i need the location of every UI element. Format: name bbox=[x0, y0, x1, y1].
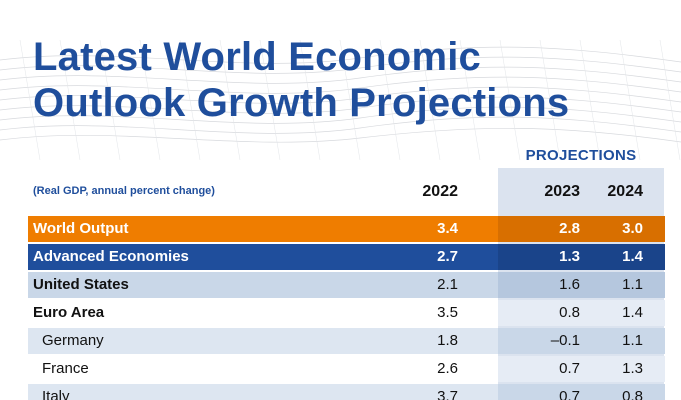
cell-2022: 3.5 bbox=[437, 304, 458, 321]
table-row-euro-area: Euro Area 3.5 0.8 1.4 bbox=[28, 300, 665, 326]
row-label: Germany bbox=[42, 332, 104, 349]
page-title: Latest World Economic Outlook Growth Pro… bbox=[33, 34, 569, 126]
cell-2022: 2.6 bbox=[437, 360, 458, 377]
title-line-2: Outlook Growth Projections bbox=[33, 81, 570, 125]
cell-2022: 2.1 bbox=[437, 276, 458, 293]
cell-2023: 2.8 bbox=[559, 220, 580, 237]
cell-2024: 3.0 bbox=[622, 220, 643, 237]
projection-shade bbox=[498, 300, 665, 326]
row-label: Italy bbox=[42, 388, 70, 400]
table-row-advanced-economies: Advanced Economies 2.7 1.3 1.4 bbox=[28, 244, 665, 270]
cell-2024: 1.4 bbox=[622, 248, 643, 265]
projection-shade bbox=[498, 244, 665, 270]
row-label: France bbox=[42, 360, 89, 377]
projection-shade bbox=[498, 272, 665, 298]
row-label: World Output bbox=[33, 220, 129, 237]
projection-shade bbox=[498, 328, 665, 354]
cell-2023: 0.8 bbox=[559, 304, 580, 321]
table-row-italy: Italy 3.7 0.7 0.8 bbox=[28, 384, 665, 400]
cell-2022: 3.7 bbox=[437, 388, 458, 400]
projection-shade bbox=[498, 356, 665, 382]
table-row-united-states: United States 2.1 1.6 1.1 bbox=[28, 272, 665, 298]
row-label: Advanced Economies bbox=[33, 248, 189, 265]
cell-2023: 1.3 bbox=[559, 248, 580, 265]
projections-label: PROJECTIONS bbox=[525, 147, 637, 164]
cell-2023: 0.7 bbox=[559, 360, 580, 377]
cell-2024: 1.4 bbox=[622, 304, 643, 321]
cell-2024: 1.3 bbox=[622, 360, 643, 377]
row-label: Euro Area bbox=[33, 304, 105, 321]
table-subheading: (Real GDP, annual percent change) bbox=[33, 185, 215, 197]
table-row-france: France 2.6 0.7 1.3 bbox=[28, 356, 665, 382]
cell-2024: 0.8 bbox=[622, 388, 643, 400]
projection-shade bbox=[498, 384, 665, 400]
cell-2023: 0.7 bbox=[559, 388, 580, 400]
table-row-world-output: World Output 3.4 2.8 3.0 bbox=[28, 216, 665, 242]
year-header-2022: 2022 bbox=[422, 183, 458, 200]
cell-2022: 2.7 bbox=[437, 248, 458, 265]
cell-2024: 1.1 bbox=[622, 276, 643, 293]
wave-mesh-background bbox=[0, 40, 681, 160]
cell-2022: 1.8 bbox=[437, 332, 458, 349]
cell-2023: 1.6 bbox=[559, 276, 580, 293]
cell-2024: 1.1 bbox=[622, 332, 643, 349]
year-header-2024: 2024 bbox=[607, 183, 643, 200]
projection-shade bbox=[498, 216, 665, 242]
cell-2023: –0.1 bbox=[550, 332, 580, 349]
row-label: United States bbox=[33, 276, 129, 293]
cell-2022: 3.4 bbox=[437, 220, 458, 237]
year-header-2023: 2023 bbox=[544, 183, 580, 200]
table-row-germany: Germany 1.8 –0.1 1.1 bbox=[28, 328, 665, 354]
title-line-1: Latest World Economic bbox=[33, 35, 481, 79]
